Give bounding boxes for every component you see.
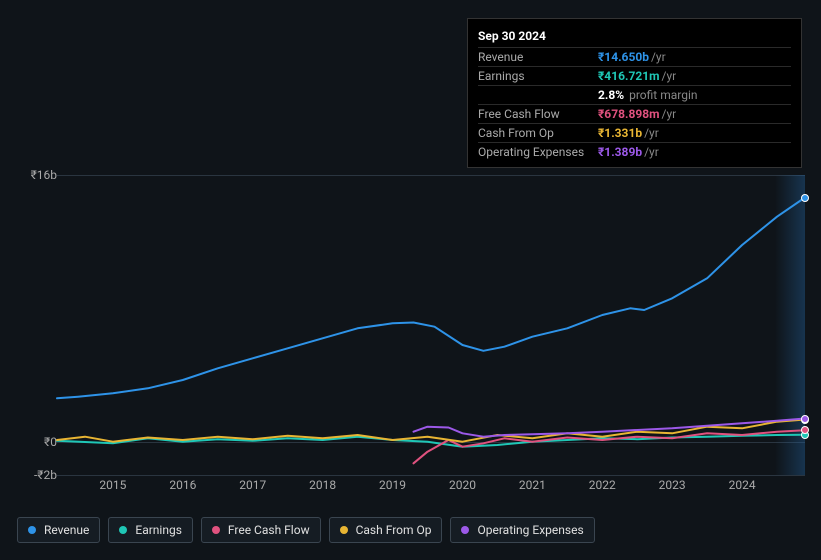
y-tick-label: ₹0 (22, 435, 57, 449)
chart-tooltip: Sep 30 2024 Revenue₹14.650b/yrEarnings₹4… (467, 18, 802, 168)
tooltip-row: Free Cash Flow₹678.898m/yr (478, 104, 791, 123)
x-tick-label: 2023 (659, 478, 686, 492)
legend-label: Revenue (44, 523, 89, 537)
series-line-cashop (57, 420, 805, 442)
tooltip-row-value: ₹1.331b/yr (598, 126, 791, 140)
tooltip-margin-value: 2.8% profit margin (598, 88, 791, 102)
tooltip-margin-row: 2.8% profit margin (478, 85, 791, 104)
tooltip-row-label: Earnings (478, 69, 598, 83)
legend-dot-icon (340, 526, 348, 534)
legend-item-revenue[interactable]: Revenue (17, 517, 100, 543)
series-end-marker-opex (801, 415, 809, 423)
series-line-revenue (57, 198, 805, 399)
tooltip-row-label: Revenue (478, 50, 598, 64)
series-end-marker-fcf (801, 426, 809, 434)
tooltip-row-value: ₹416.721m/yr (598, 69, 791, 83)
tooltip-row-label: Cash From Op (478, 126, 598, 140)
x-tick-label: 2019 (379, 478, 406, 492)
legend-label: Cash From Op (356, 523, 432, 537)
tooltip-row: Revenue₹14.650b/yr (478, 47, 791, 66)
plot-region[interactable] (57, 175, 805, 475)
tooltip-row: Operating Expenses₹1.389b/yr (478, 142, 791, 161)
x-tick-label: 2020 (449, 478, 476, 492)
legend-dot-icon (28, 526, 36, 534)
gridline (57, 475, 805, 476)
legend-item-opex[interactable]: Operating Expenses (450, 517, 594, 543)
tooltip-row-value: ₹1.389b/yr (598, 145, 791, 159)
x-tick-label: 2016 (169, 478, 196, 492)
y-tick-label: ₹16b (22, 168, 57, 182)
tooltip-margin-spacer (478, 88, 598, 102)
tooltip-row-label: Free Cash Flow (478, 107, 598, 121)
x-axis: 2015 2016 2017 2018 2019 2020 2021 2022 2023 2024 (57, 478, 805, 508)
tooltip-row-value: ₹678.898m/yr (598, 107, 791, 121)
legend: Revenue Earnings Free Cash Flow Cash From O… (17, 517, 595, 543)
x-tick-label: 2018 (309, 478, 336, 492)
legend-item-earnings[interactable]: Earnings (108, 517, 193, 543)
legend-dot-icon (461, 526, 469, 534)
chart-area: ₹16b₹0-₹2b (17, 175, 805, 475)
legend-label: Earnings (135, 523, 182, 537)
series-end-marker-revenue (801, 194, 809, 202)
x-tick-label: 2017 (239, 478, 266, 492)
legend-dot-icon (119, 526, 127, 534)
tooltip-rows: Revenue₹14.650b/yrEarnings₹416.721m/yr2.… (478, 47, 791, 161)
x-tick-label: 2024 (729, 478, 756, 492)
chart-lines (57, 175, 805, 475)
x-tick-label: 2021 (519, 478, 546, 492)
x-tick-label: 2015 (99, 478, 126, 492)
legend-dot-icon (212, 526, 220, 534)
legend-item-cashop[interactable]: Cash From Op (329, 517, 443, 543)
tooltip-row: Earnings₹416.721m/yr (478, 66, 791, 85)
legend-label: Free Cash Flow (228, 523, 310, 537)
legend-label: Operating Expenses (477, 523, 583, 537)
tooltip-row-value: ₹14.650b/yr (598, 50, 791, 64)
x-tick-label: 2022 (589, 478, 616, 492)
y-tick-label: -₹2b (22, 468, 57, 482)
tooltip-date: Sep 30 2024 (478, 25, 791, 47)
tooltip-row: Cash From Op₹1.331b/yr (478, 123, 791, 142)
legend-item-fcf[interactable]: Free Cash Flow (201, 517, 321, 543)
tooltip-row-label: Operating Expenses (478, 145, 598, 159)
